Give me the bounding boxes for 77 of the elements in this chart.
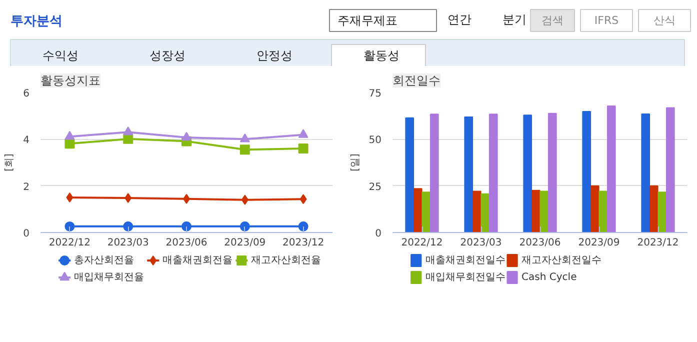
x-tick-label: 2023/12: [637, 238, 679, 248]
legend-label: 매입채무회전일수: [425, 272, 506, 283]
y-axis-title: [회]: [4, 154, 16, 172]
text: 성장성: [150, 48, 186, 62]
x-tick-label: 2023/06: [166, 238, 208, 248]
bar: [666, 107, 675, 232]
text: IFRS: [594, 14, 619, 27]
point: [124, 192, 132, 203]
x-tick-label: 2023/12: [282, 238, 324, 248]
point: [64, 138, 75, 149]
bar: [430, 114, 439, 232]
text: 주재무제표: [338, 14, 398, 28]
bar: [606, 105, 616, 232]
bar: [590, 185, 600, 232]
bar: [523, 114, 532, 232]
x-tick-label: 2023/09: [224, 238, 266, 248]
point: [298, 221, 308, 232]
bar: [548, 112, 557, 232]
text: 안정성: [256, 48, 292, 62]
legend-label: 매입채무회전율: [74, 272, 144, 283]
x-tick-label: 2023/09: [578, 238, 620, 248]
bar: [649, 185, 658, 232]
point: [240, 221, 250, 232]
text: 산식: [654, 14, 676, 27]
point: [240, 144, 250, 155]
legend-label: 총자산회전율: [74, 255, 134, 266]
bar: [405, 117, 414, 232]
y-tick-label: 25: [368, 182, 382, 193]
bar: [641, 113, 650, 232]
legend-label: 매출채권회전율: [162, 255, 233, 266]
x-tick-label: 2023/06: [519, 238, 561, 248]
point: [298, 129, 308, 138]
point: [123, 126, 134, 136]
point: [241, 194, 248, 205]
point: [182, 132, 192, 141]
bar: [480, 193, 490, 232]
x-tick-label: 2022/12: [401, 238, 443, 248]
x-tick-label: 2023/03: [460, 238, 502, 248]
bar: [658, 192, 667, 232]
legend-label: 매출채권회전일수: [425, 255, 506, 266]
y-tick-label: 6: [23, 88, 30, 100]
text: 투자분석: [10, 14, 62, 29]
text: 검색: [542, 14, 564, 27]
bar: [582, 111, 592, 232]
text: 연간: [448, 12, 472, 26]
point: [298, 144, 308, 154]
bar: [464, 116, 474, 232]
legend-label: 재고자산회전율: [251, 255, 322, 266]
bar: [598, 190, 608, 232]
y-axis-title: [일]: [350, 154, 361, 172]
y-tick-label: 0: [375, 228, 382, 240]
y-tick-label: 50: [368, 135, 382, 146]
point: [64, 221, 75, 232]
y-tick-label: 4: [23, 135, 30, 146]
bar: [422, 192, 431, 232]
point: [300, 194, 307, 204]
point: [123, 221, 134, 232]
y-tick-label: 0: [23, 228, 30, 240]
text: 분기: [502, 12, 526, 26]
y-tick-label: 2: [23, 182, 30, 193]
legend-label: 재고자산회전일수: [522, 255, 602, 266]
bar: [413, 188, 422, 232]
legend-label: Cash Cycle: [522, 272, 577, 283]
x-tick-label: 2023/03: [107, 238, 149, 248]
text: 수익성: [42, 48, 78, 62]
y-tick-label: 75: [368, 88, 382, 100]
point: [240, 133, 250, 142]
bar: [488, 114, 498, 232]
chart-title: 활동성지표: [40, 74, 100, 88]
point: [64, 130, 75, 140]
text: 활동성: [364, 48, 400, 62]
bar: [472, 190, 482, 232]
x-tick-label: 2022/12: [48, 238, 90, 248]
chart-title: 회전일수: [392, 74, 440, 88]
bar: [540, 190, 549, 232]
point: [182, 221, 192, 232]
point: [66, 192, 74, 202]
